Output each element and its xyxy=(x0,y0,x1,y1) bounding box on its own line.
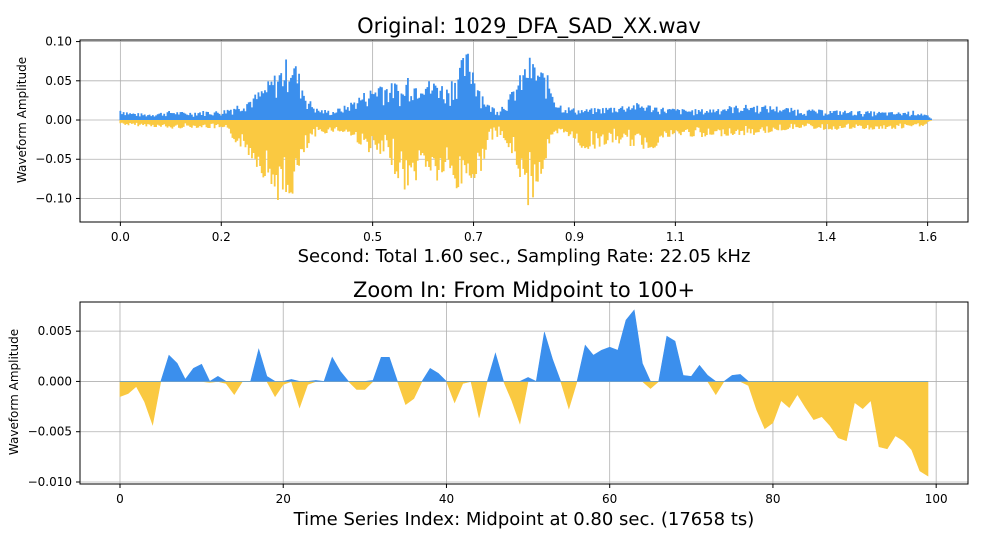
x-tick-label: 0.5 xyxy=(363,230,382,244)
x-tick-label: 0.7 xyxy=(464,230,483,244)
negative-waveform xyxy=(119,120,932,206)
y-tick-label: 0.000 xyxy=(38,374,72,388)
y-tick-label: 0.05 xyxy=(45,74,72,88)
x-tick-label: 0.2 xyxy=(212,230,231,244)
x-tick-label: 0 xyxy=(116,492,124,506)
y-tick-label: −0.05 xyxy=(35,152,72,166)
x-axis-label: Time Series Index: Midpoint at 0.80 sec.… xyxy=(293,509,755,530)
x-tick-label: 0.0 xyxy=(111,230,130,244)
plot-frame xyxy=(79,301,969,485)
y-axis-label: Waveform Amplitude xyxy=(15,57,29,183)
x-tick-label: 20 xyxy=(276,492,291,506)
y-tick-label: 0.005 xyxy=(38,324,72,338)
plot-frame xyxy=(79,39,969,223)
x-axis-label: Second: Total 1.60 sec., Sampling Rate: … xyxy=(298,246,751,267)
y-tick-label: −0.005 xyxy=(28,425,72,439)
chart-title: Original: 1029_DFA_SAD_XX.wav xyxy=(357,14,701,39)
x-axis-ticks: 0.0 0.2 0.5 0.7 0.9 1.1 1.4 1.6 xyxy=(111,222,937,244)
x-tick-label: 1.1 xyxy=(666,230,685,244)
x-tick-label: 100 xyxy=(925,492,948,506)
waveform-panel: Original: 1029_DFA_SAD_XX.wav 0.0 0.2 0.5 0… xyxy=(15,14,969,267)
y-tick-label: −0.010 xyxy=(28,475,72,489)
x-tick-label: 80 xyxy=(765,492,780,506)
zoom-panel: Zoom In: From Midpoint to 100+ 0 20 40 60 80… xyxy=(7,278,969,530)
y-tick-label: 0.10 xyxy=(45,35,72,49)
y-axis-label: Waveform Amplitude xyxy=(7,329,21,455)
x-tick-label: 0.9 xyxy=(565,230,584,244)
x-tick-label: 60 xyxy=(602,492,617,506)
positive-area xyxy=(119,309,929,382)
x-tick-label: 40 xyxy=(439,492,454,506)
y-axis-ticks: 0.005 0.000 −0.005 −0.010 xyxy=(28,324,80,489)
chart-title: Zoom In: From Midpoint to 100+ xyxy=(353,278,695,302)
y-tick-label: 0.00 xyxy=(45,113,72,127)
zoom-series xyxy=(119,309,929,477)
y-tick-label: −0.10 xyxy=(35,191,72,205)
y-axis-ticks: 0.10 0.05 0.00 −0.05 −0.10 xyxy=(35,35,80,205)
x-axis-ticks: 0 20 40 60 80 100 xyxy=(116,484,948,506)
x-tick-label: 1.6 xyxy=(918,230,937,244)
waveform-series xyxy=(119,53,932,206)
x-tick-label: 1.4 xyxy=(817,230,836,244)
positive-waveform xyxy=(119,53,932,121)
